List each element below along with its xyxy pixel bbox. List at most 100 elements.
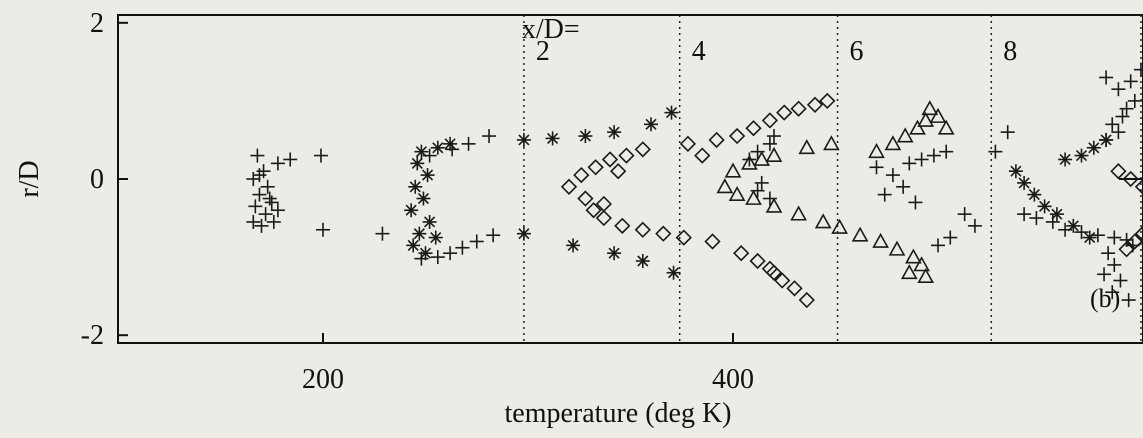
plus-point (1119, 101, 1134, 116)
triangle-point (724, 162, 742, 178)
asterisk-point (422, 214, 437, 229)
triangle-point (888, 240, 906, 256)
triangle-point (917, 111, 935, 127)
asterisk-point (666, 265, 681, 280)
plus-point (469, 234, 484, 249)
asterisk-point (428, 230, 443, 245)
asterisk-point (443, 136, 458, 151)
plus-point (246, 214, 261, 229)
y-tick-label: 2 (90, 8, 104, 39)
asterisk-point (406, 238, 421, 253)
diamond-point (634, 221, 651, 238)
asterisk-point (664, 105, 679, 120)
station-header-label: x/D= (522, 14, 580, 45)
diamond-point (704, 233, 721, 250)
plus-point (967, 218, 982, 233)
triangle-point (765, 197, 783, 213)
diamond-point (573, 166, 590, 184)
plus-point (1045, 214, 1060, 229)
diamond-point (819, 92, 836, 110)
plus-point (1101, 246, 1116, 261)
asterisk-point (607, 246, 622, 261)
plus-point (988, 144, 1003, 159)
plus-point (1111, 82, 1126, 97)
asterisk-point (1017, 175, 1032, 190)
diamond-point (1134, 225, 1143, 242)
diamond-point (774, 272, 791, 289)
asterisk-point (416, 191, 431, 206)
plus-point (957, 207, 972, 222)
plus-point (750, 183, 765, 198)
plus-point (264, 195, 279, 210)
diamond-point (728, 127, 746, 145)
plus-point (914, 152, 929, 167)
plus-point (443, 246, 458, 261)
diamond-point (694, 147, 711, 164)
triangle-point (728, 185, 746, 202)
plus-point (252, 168, 267, 183)
diamond-point (679, 135, 697, 152)
plus-point (943, 230, 958, 245)
plus-point (461, 136, 476, 151)
plus-point (313, 148, 328, 163)
data-points (246, 62, 1143, 309)
plus-point (283, 152, 298, 167)
triangle-point (905, 248, 922, 264)
asterisk-point (1074, 148, 1089, 163)
plus-point (767, 129, 781, 144)
plus-point (254, 218, 269, 233)
diamond-point (708, 131, 725, 149)
axis-ticks: 200 400 -2 0 2 (81, 8, 754, 395)
triangle-point (716, 178, 734, 194)
plus-point (1127, 93, 1142, 108)
station-lines: 2468101214 (523, 15, 1142, 343)
station-label-6: 6 (850, 36, 864, 67)
plus-point (1097, 267, 1112, 282)
asterisk-point (566, 238, 581, 253)
plus-point (1113, 273, 1128, 288)
asterisk-point (1049, 207, 1064, 222)
triangle-point (745, 189, 762, 205)
asterisk-point (1058, 152, 1073, 167)
plus-point (1000, 125, 1015, 140)
triangle-point (884, 135, 902, 151)
plot-frame (117, 14, 1143, 344)
plus-point (262, 191, 277, 206)
asterisk-point (607, 125, 622, 140)
plus-point (316, 222, 330, 237)
plus-point (1115, 109, 1130, 124)
plus-point (248, 199, 263, 214)
diamond-point (761, 112, 779, 129)
asterisk-point (414, 144, 429, 159)
plus-point (869, 160, 884, 175)
diamond-point (745, 120, 762, 137)
plus-point (926, 148, 941, 163)
diamond-point (595, 209, 612, 227)
diamond-point (675, 229, 692, 246)
plus-point (1107, 257, 1122, 272)
plus-point (908, 195, 923, 210)
triangle-point (790, 205, 807, 221)
diamond-point (786, 280, 803, 297)
asterisk-point (1086, 140, 1101, 155)
plus-point (1111, 125, 1126, 140)
plus-point (486, 228, 501, 243)
x-tick-label: 200 (302, 364, 344, 395)
asterisk-point (412, 226, 427, 241)
plus-point (1099, 70, 1114, 85)
diamond-point (733, 245, 750, 262)
asterisk-point (404, 203, 419, 218)
plus-point (270, 156, 285, 171)
triangle-point (937, 119, 955, 135)
diamond-point (618, 147, 635, 164)
diamond-point (1110, 163, 1127, 180)
triangle-point (909, 119, 926, 135)
plus-point (762, 136, 777, 151)
triangle-point (798, 139, 816, 155)
plus-point (266, 214, 281, 229)
plus-point (246, 172, 261, 186)
triangle-point (872, 232, 889, 248)
panel-label: (b) (1090, 284, 1120, 313)
asterisk-point (408, 179, 423, 194)
diamond-point (595, 195, 612, 213)
